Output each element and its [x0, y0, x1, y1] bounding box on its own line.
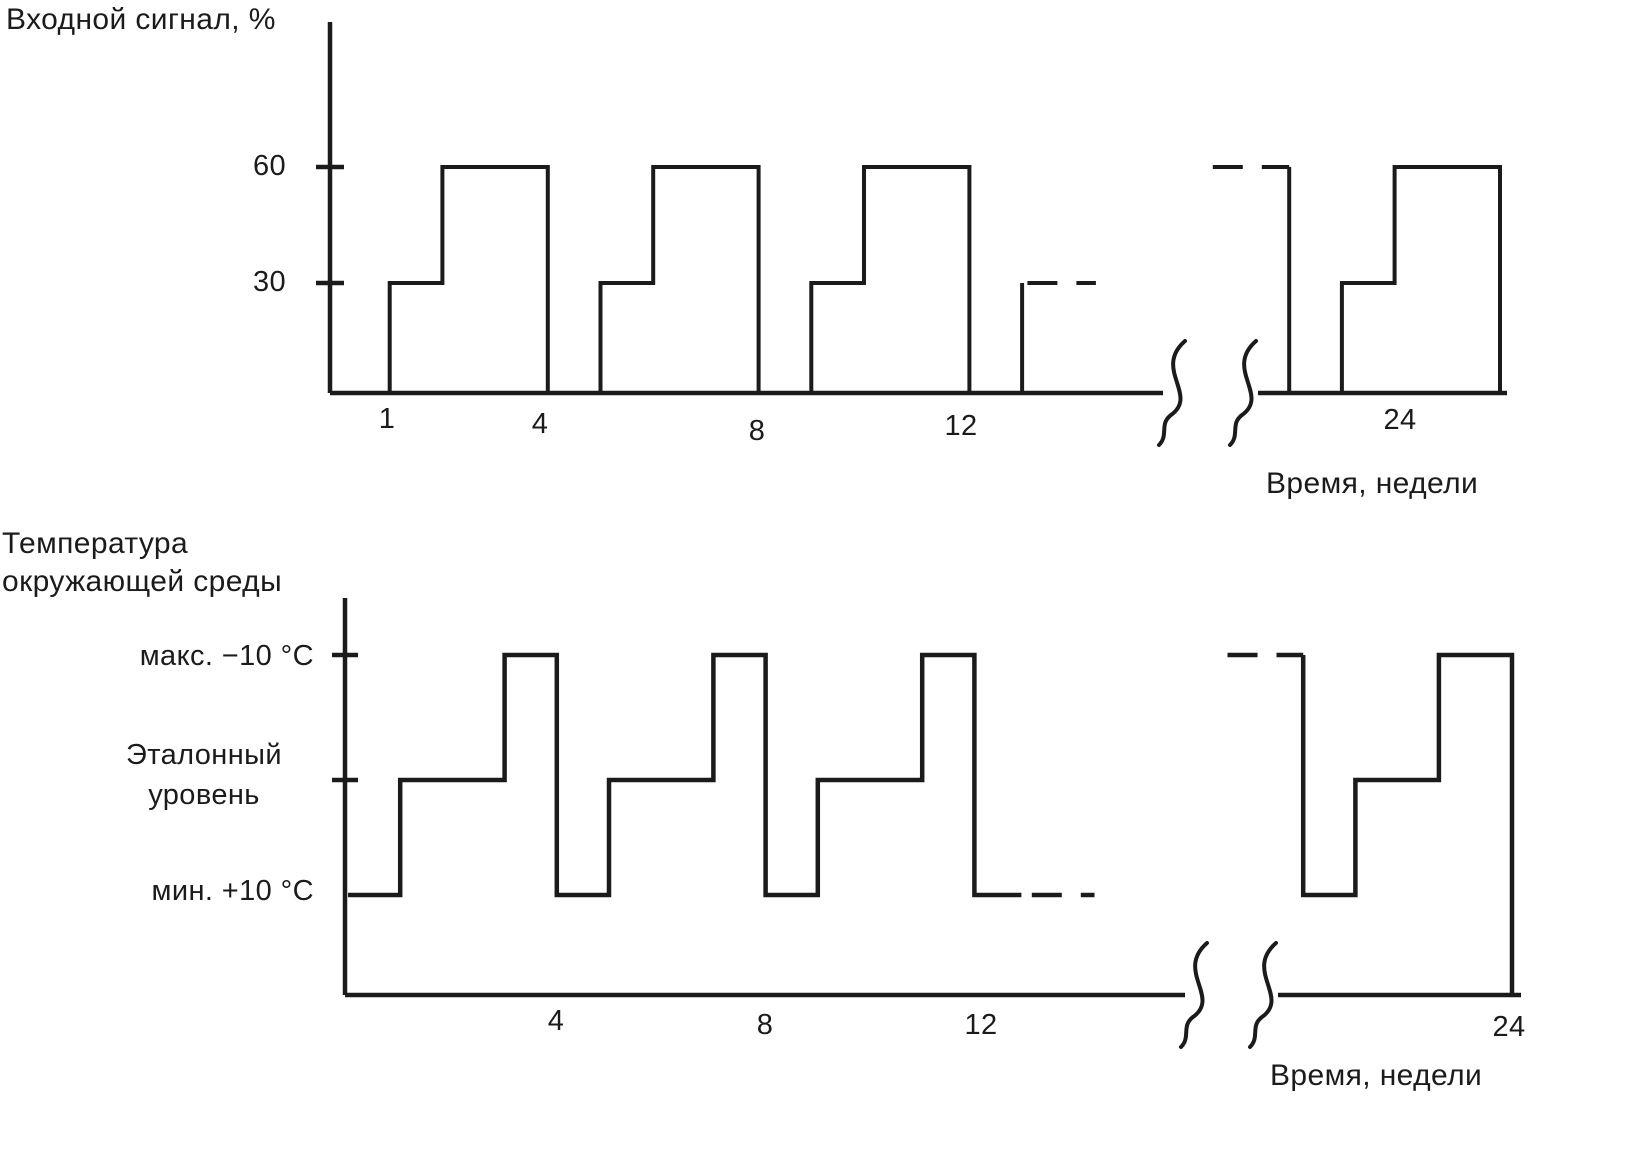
- chart2-xtick-24: 24: [1492, 1011, 1526, 1043]
- chart2-level-label-ref-line1: Эталонный: [126, 739, 282, 771]
- chart1-title: Входной сигнал, %: [6, 3, 276, 36]
- chart1-xtick-1: 1: [378, 403, 396, 435]
- chart2-xtick-8: 8: [756, 1009, 774, 1041]
- chart2-title-line1: Температура: [2, 527, 189, 560]
- chart2-level-label-ref-line2: уровень: [148, 779, 260, 811]
- chart1-ytick-60: 60: [252, 150, 286, 182]
- chart1-xtick-12: 12: [944, 410, 978, 442]
- chart2-level-label-max: макс. −10 °C: [139, 640, 314, 672]
- chart1-xtick-8: 8: [748, 415, 766, 447]
- chart2-xaxis-label: Время, недели: [1270, 1059, 1483, 1092]
- chart2-xtick-12: 12: [964, 1009, 998, 1041]
- chart1-xtick-4: 4: [531, 408, 549, 440]
- chart1-plot: [316, 22, 1507, 447]
- chart2-xtick-4: 4: [547, 1005, 565, 1037]
- chart2-plot: [332, 598, 1521, 1049]
- chart1-xtick-24: 24: [1383, 404, 1417, 436]
- chart2-title-line2: окружающей среды: [2, 565, 283, 598]
- chart2-level-label-min: мин. +10 °C: [151, 875, 314, 907]
- chart1-ytick-30: 30: [252, 266, 286, 298]
- chart1-xaxis-label: Время, недели: [1266, 467, 1479, 500]
